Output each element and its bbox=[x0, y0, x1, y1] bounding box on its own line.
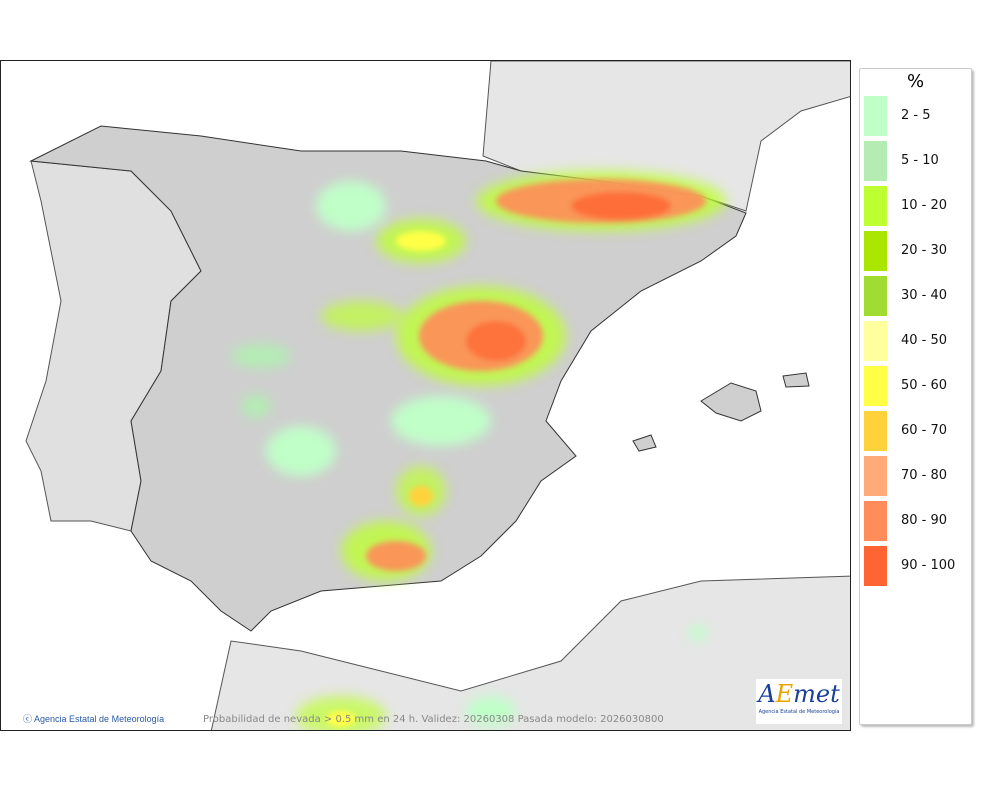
legend-item: 70 - 80 bbox=[860, 453, 971, 498]
mallorca bbox=[700, 382, 762, 422]
legend-label: 20 - 30 bbox=[901, 243, 948, 258]
legend-label: 40 - 50 bbox=[901, 333, 948, 348]
legend-swatch bbox=[864, 185, 887, 226]
legend-item: 10 - 20 bbox=[860, 183, 971, 228]
legend-item: 2 - 5 bbox=[860, 93, 971, 138]
legend-item: 50 - 60 bbox=[860, 363, 971, 408]
map-canvas bbox=[25, 61, 850, 730]
legend-label: 50 - 60 bbox=[901, 378, 948, 393]
credit-text: Agencia Estatal de Meteorología bbox=[34, 714, 165, 724]
legend-item: 60 - 70 bbox=[860, 408, 971, 453]
spain-land bbox=[29, 125, 747, 632]
legend-item: 20 - 30 bbox=[860, 228, 971, 273]
aemet-logo: AEmet Agencia Estatal de Meteorología bbox=[756, 679, 842, 724]
legend: % 2 - 5 5 - 10 10 - 20 20 - 30 30 - 40 40 - 5… bbox=[859, 68, 972, 725]
legend-item: 80 - 90 bbox=[860, 498, 971, 543]
legend-label: 70 - 80 bbox=[901, 468, 948, 483]
logo-text: AEmet bbox=[758, 680, 840, 708]
legend-title: % bbox=[906, 71, 925, 92]
legend-item: 5 - 10 bbox=[860, 138, 971, 183]
legend-swatch bbox=[864, 275, 887, 316]
legend-swatch bbox=[864, 410, 887, 451]
legend-label: 60 - 70 bbox=[901, 423, 948, 438]
legend-label: 5 - 10 bbox=[901, 153, 939, 168]
logo-subtitle: Agencia Estatal de Meteorología bbox=[758, 709, 840, 715]
legend-label: 10 - 20 bbox=[901, 198, 948, 213]
legend-item: 30 - 40 bbox=[860, 273, 971, 318]
legend-item: 40 - 50 bbox=[860, 318, 971, 363]
africa-land bbox=[210, 575, 850, 730]
menorca bbox=[782, 372, 810, 388]
legend-label: 90 - 100 bbox=[901, 558, 956, 573]
legend-swatch bbox=[864, 140, 887, 181]
legend-label: 2 - 5 bbox=[901, 108, 931, 123]
legend-label: 80 - 90 bbox=[901, 513, 948, 528]
legend-swatch bbox=[864, 545, 887, 586]
aemet-credit: ⓒ Agencia Estatal de Meteorología bbox=[23, 714, 165, 724]
legend-label: 30 - 40 bbox=[901, 288, 948, 303]
legend-swatch bbox=[864, 455, 887, 496]
legend-item: 90 - 100 bbox=[860, 543, 971, 588]
legend-swatch bbox=[864, 365, 887, 406]
snow-probability-areas bbox=[231, 171, 726, 730]
legend-swatch bbox=[864, 500, 887, 541]
map-caption: Probabilidad de nevada > 0.5 mm en 24 h.… bbox=[203, 714, 664, 725]
ibiza bbox=[632, 434, 657, 452]
legend-swatch bbox=[864, 230, 887, 271]
legend-swatch bbox=[864, 95, 887, 136]
snow-probability-map: ⓒ Agencia Estatal de Meteorología Probab… bbox=[0, 60, 851, 731]
legend-swatch bbox=[864, 320, 887, 361]
